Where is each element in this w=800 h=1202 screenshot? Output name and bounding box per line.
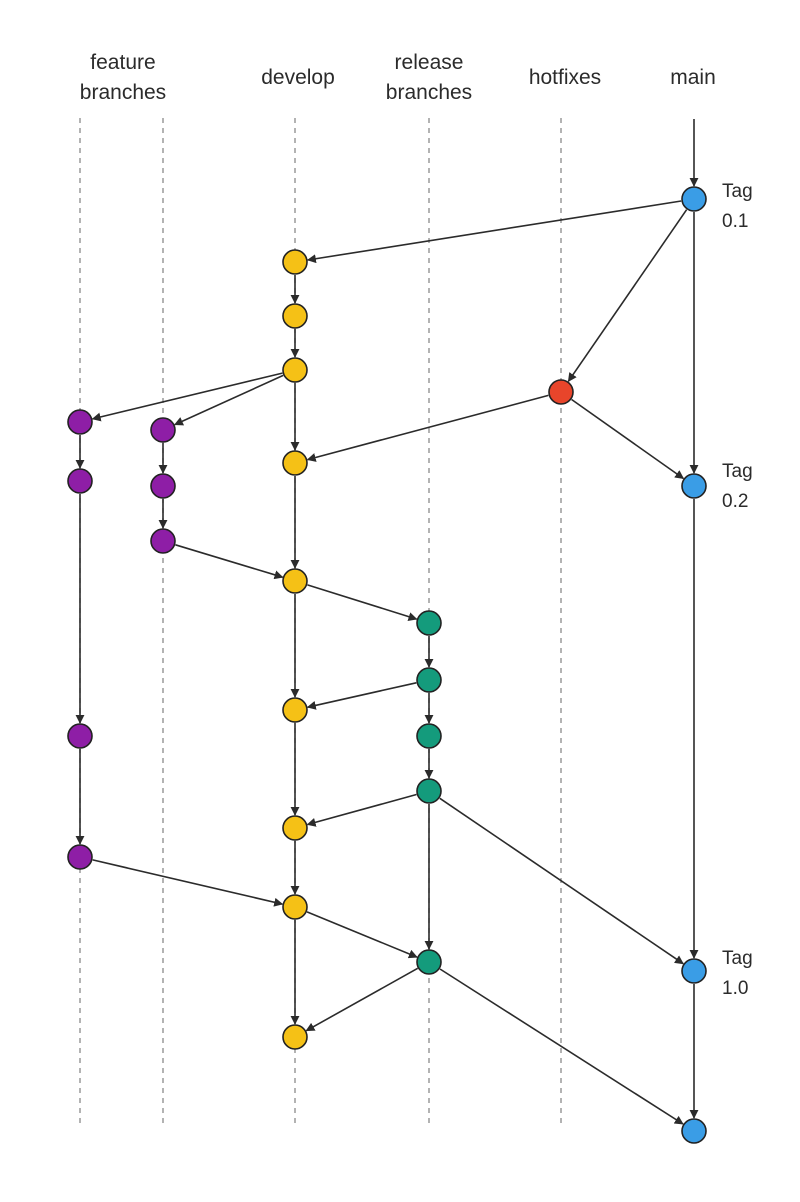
commit-node-hotfix-h1	[548, 379, 574, 405]
commit-node-feature-g3	[150, 528, 176, 554]
commit-node-main-m1	[681, 186, 707, 212]
commit-node-feature-g1	[150, 417, 176, 443]
commit-node-develop-d4	[282, 450, 308, 476]
commit-node-develop-d9	[282, 1024, 308, 1050]
commit-node-main-m4	[681, 1118, 707, 1144]
commit-node-develop-d5	[282, 568, 308, 594]
commit-node-develop-d6	[282, 697, 308, 723]
edge-m1-to-d1	[306, 200, 682, 264]
commit-node-develop-d7	[282, 815, 308, 841]
commit-node-feature-f1	[67, 409, 93, 435]
commit-node-release-r2	[416, 667, 442, 693]
commit-node-release-r3	[416, 723, 442, 749]
tag-label-0-2: Tag 0.2	[722, 461, 753, 512]
lane-title-feature-branches: feature branches	[79, 51, 167, 104]
lane-title-main: main	[670, 66, 716, 89]
edge-r5-to-m4	[439, 968, 684, 1125]
commit-node-feature-f4	[67, 844, 93, 870]
lane-title-release-branches: release branches	[385, 51, 473, 104]
edge-r4-to-d7	[306, 793, 417, 827]
commit-node-main-m2	[681, 473, 707, 499]
commit-node-release-r4	[416, 778, 442, 804]
commit-node-develop-d1	[282, 249, 308, 275]
edge-g3-to-d5	[175, 544, 284, 580]
edge-f4-to-d8	[92, 859, 284, 907]
commit-node-develop-d8	[282, 894, 308, 920]
commit-node-release-r5	[416, 949, 442, 975]
edge-m1-to-h1	[567, 209, 688, 383]
commit-node-main-m3	[681, 958, 707, 984]
commit-node-develop-d2	[282, 303, 308, 329]
edge-d3-to-g1	[173, 374, 284, 426]
edge-r2-to-d6	[306, 682, 417, 710]
tag-label-1-0: Tag 1.0	[722, 948, 753, 999]
lane-title-hotfixes: hotfixes	[528, 66, 602, 89]
commit-node-develop-d3	[282, 357, 308, 383]
edge-d5-to-r1	[307, 584, 418, 621]
edge-r5-to-d9	[305, 967, 419, 1032]
edge-d3-to-f1	[91, 372, 283, 422]
commit-node-feature-f2	[67, 468, 93, 494]
commit-node-feature-f3	[67, 723, 93, 749]
tag-label-0-1: Tag 0.1	[722, 181, 753, 232]
lane-title-develop: develop	[261, 66, 335, 89]
edge-h1-to-d4	[306, 394, 549, 462]
edge-h1-to-m2	[571, 398, 685, 480]
commit-node-release-r1	[416, 610, 442, 636]
edge-d8-to-r5	[306, 911, 418, 959]
commit-node-feature-g2	[150, 473, 176, 499]
edge-r4-to-m3	[439, 797, 684, 965]
